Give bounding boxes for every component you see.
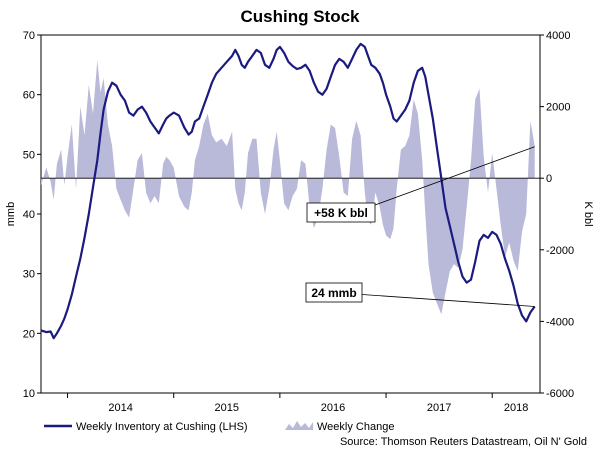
left-tick-label: 20 (23, 328, 35, 340)
inventory-line-layer (40, 42, 536, 340)
weekly-change-area (41, 60, 535, 315)
left-tick-label: 50 (23, 149, 35, 161)
legend-swatch-weekly-change (285, 421, 313, 430)
x-tick-label: 2014 (108, 402, 132, 414)
weekly-change-area-layer (41, 60, 535, 315)
annotation-text: 24 mmb (311, 286, 356, 300)
right-tick-label: -2000 (546, 245, 574, 257)
right-tick-label: 0 (546, 173, 552, 185)
inventory-line (40, 42, 536, 340)
annotation-leader (361, 294, 535, 307)
left-tick-label: 60 (23, 90, 35, 102)
chart-title: Cushing Stock (240, 7, 360, 26)
x-tick-label: 2016 (321, 402, 345, 414)
left-tick-label: 40 (23, 209, 35, 221)
x-tick-label: 2018 (504, 402, 528, 414)
y-axis-label-right: K bbl (582, 201, 594, 226)
y-axis-label-left: mmb (5, 202, 17, 226)
right-tick-label: 2000 (546, 102, 570, 114)
legend-label-inventory: Weekly Inventory at Cushing (LHS) (76, 421, 248, 433)
legend: Weekly Inventory at Cushing (LHS) Weekly… (44, 421, 394, 433)
left-tick-label: 30 (23, 269, 35, 281)
annotation-box (305, 282, 363, 303)
right-tick-label: -6000 (546, 388, 574, 400)
annotation-leader (374, 146, 535, 206)
x-tick-label: 2017 (427, 402, 451, 414)
right-tick-label: 4000 (546, 30, 570, 42)
legend-label-weekly-change: Weekly Change (317, 421, 394, 433)
source-note: Source: Thomson Reuters Datastream, Oil … (340, 436, 587, 448)
left-axis: 10 20 30 40 50 60 70 (23, 30, 41, 400)
left-tick-label: 70 (23, 30, 35, 42)
annotation-box (306, 202, 376, 223)
x-tick-label: 2015 (215, 402, 239, 414)
right-axis: -6000 -4000 -2000 0 2000 4000 (540, 30, 574, 400)
left-tick-label: 10 (23, 388, 35, 400)
x-axis: 2014 2015 2016 2017 2018 (67, 393, 528, 414)
annotation-layer: +58 K bbl 24 mmb (305, 146, 535, 307)
annotation-text: +58 K bbl (314, 206, 368, 220)
right-tick-label: -4000 (546, 316, 574, 328)
